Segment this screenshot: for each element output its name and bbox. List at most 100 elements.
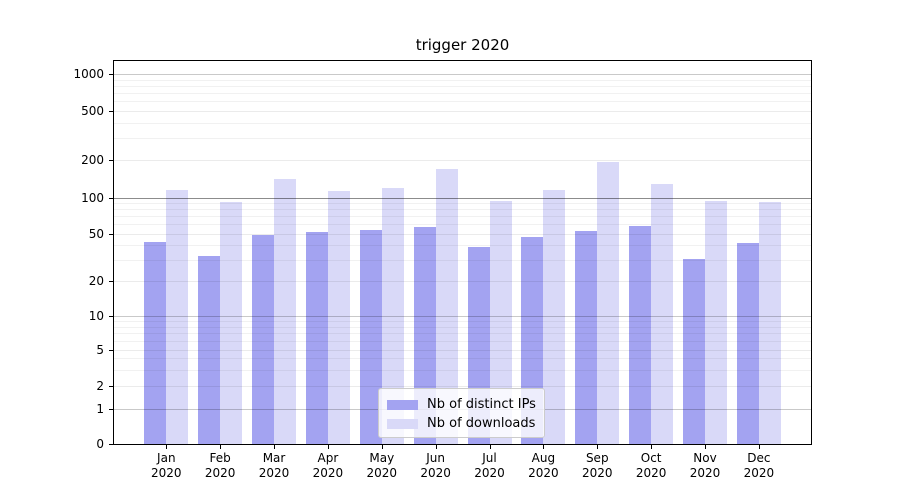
minor-gridline — [114, 326, 811, 328]
x-axis-tick-label: Apr 2020 — [312, 451, 344, 480]
x-axis-tick-label: Sep 2020 — [581, 451, 613, 480]
bar-downloads-jul — [489, 201, 512, 444]
y-axis-tick-label: 20 — [88, 274, 104, 288]
bar-distinct-ips-jan — [144, 242, 167, 444]
major-gridline — [114, 233, 811, 235]
x-tick-mark — [651, 445, 652, 449]
minor-gridline — [114, 340, 811, 342]
y-tick-mark — [109, 74, 113, 75]
x-axis-tick-label: Oct 2020 — [635, 451, 667, 480]
x-tick-mark — [490, 445, 491, 449]
x-axis-tick-label: Jan 2020 — [151, 451, 182, 480]
major-gridline — [114, 74, 811, 75]
y-tick-mark — [109, 111, 113, 112]
x-tick-mark — [705, 445, 706, 449]
major-gridline — [114, 315, 811, 317]
legend-label-distinct-ips: Nb of distinct IPs — [427, 397, 536, 412]
y-tick-mark — [109, 160, 113, 161]
legend-swatch-distinct-ips-icon — [387, 399, 418, 410]
minor-gridline — [114, 224, 811, 226]
x-tick-mark — [759, 445, 760, 449]
legend-swatch-downloads-icon — [387, 418, 418, 429]
major-gridline — [114, 349, 811, 351]
legend: Nb of distinct IPs Nb of downloads — [378, 388, 545, 438]
bar-distinct-ips-feb — [198, 255, 221, 444]
bar-downloads-feb — [220, 201, 243, 444]
y-axis-tick-label: 200 — [81, 152, 104, 167]
bar-downloads-jan — [166, 189, 189, 444]
bar-downloads-jun — [435, 168, 458, 444]
minor-gridline — [114, 333, 811, 335]
y-tick-mark — [109, 234, 113, 235]
minor-gridline — [114, 320, 811, 322]
bar-distinct-ips-apr — [305, 232, 328, 444]
minor-gridline — [114, 85, 811, 87]
y-axis-tick-label: 1000 — [73, 67, 104, 81]
y-axis-tick-label: 10 — [88, 308, 104, 323]
y-axis-tick-label: 50 — [88, 226, 104, 241]
bar-downloads-aug — [543, 189, 566, 444]
x-tick-mark — [328, 445, 329, 449]
minor-gridline — [114, 245, 811, 247]
x-tick-mark — [543, 445, 544, 449]
x-axis-tick-label: Jun 2020 — [420, 451, 451, 480]
y-axis-tick-label: 0 — [96, 437, 104, 452]
x-tick-mark — [220, 445, 221, 449]
x-axis-tick-label: Jul 2020 — [474, 451, 505, 480]
major-gridline — [114, 110, 811, 112]
x-axis-tick-label: Mar 2020 — [258, 451, 290, 480]
major-gridline — [114, 198, 811, 199]
x-tick-mark — [597, 445, 598, 449]
x-tick-mark — [382, 445, 383, 449]
minor-gridline — [114, 209, 811, 211]
y-tick-mark — [109, 198, 113, 199]
bar-distinct-ips-dec — [736, 243, 759, 444]
minor-gridline — [114, 203, 811, 205]
minor-gridline — [114, 100, 811, 102]
y-axis-tick-label: 5 — [96, 342, 104, 357]
y-axis-tick-label: 1 — [96, 401, 104, 416]
bar-downloads-may — [381, 188, 404, 444]
legend-entry-downloads: Nb of downloads — [387, 414, 544, 433]
x-axis-tick-label: May 2020 — [366, 451, 398, 480]
bar-downloads-dec — [758, 202, 781, 444]
y-tick-mark — [109, 316, 113, 317]
x-axis-tick-label: Nov 2020 — [689, 451, 721, 480]
major-gridline — [114, 159, 811, 161]
chart-title: trigger 2020 — [415, 36, 510, 54]
grid-layer — [114, 61, 811, 444]
x-tick-mark — [436, 445, 437, 449]
y-tick-mark — [109, 386, 113, 387]
y-tick-mark — [109, 350, 113, 351]
x-axis-tick-label: Feb 2020 — [204, 451, 236, 480]
bar-distinct-ips-sep — [575, 231, 598, 444]
bar-downloads-oct — [651, 184, 674, 444]
y-axis-tick-label: 500 — [81, 103, 104, 118]
y-tick-mark — [109, 444, 113, 445]
y-tick-mark — [109, 409, 113, 410]
y-axis-tick-label: 2 — [96, 378, 104, 393]
bar-distinct-ips-oct — [629, 225, 652, 444]
bar-downloads-sep — [597, 161, 620, 444]
bar-downloads-apr — [327, 190, 350, 444]
legend-entry-distinct-ips: Nb of distinct IPs — [387, 395, 544, 414]
x-tick-mark — [274, 445, 275, 449]
minor-gridline — [114, 92, 811, 94]
bar-distinct-ips-nov — [683, 258, 705, 444]
x-axis-tick-label: Aug 2020 — [528, 451, 559, 480]
major-gridline — [114, 385, 811, 387]
bar-distinct-ips-may — [359, 230, 382, 444]
minor-gridline — [114, 122, 811, 124]
bar-downloads-mar — [274, 179, 297, 444]
y-axis-tick-label: 100 — [81, 191, 104, 205]
minor-gridline — [114, 358, 811, 360]
minor-gridline — [114, 216, 811, 218]
bar-downloads-nov — [705, 200, 727, 444]
legend-label-downloads: Nb of downloads — [427, 416, 536, 431]
x-tick-mark — [166, 445, 167, 449]
major-gridline — [114, 281, 811, 282]
bar-distinct-ips-mar — [252, 235, 275, 444]
minor-gridline — [114, 369, 811, 371]
minor-gridline — [114, 137, 811, 139]
